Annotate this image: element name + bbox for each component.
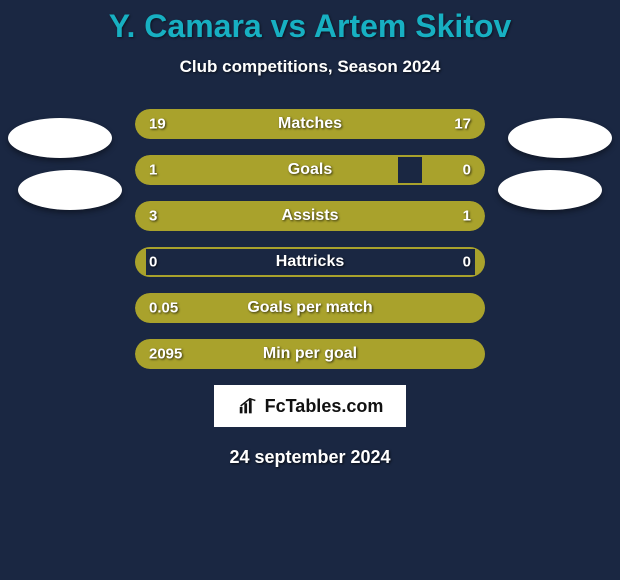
stat-value-left: 1	[149, 162, 157, 179]
bar-right	[475, 293, 486, 323]
stat-row: Min per goal 2095	[135, 339, 485, 369]
stat-value-right: 1	[463, 208, 471, 225]
stat-label: Matches	[278, 115, 342, 133]
source-logo: FcTables.com	[214, 385, 406, 427]
bar-right	[422, 155, 485, 185]
stat-row: Goals 1 0	[135, 155, 485, 185]
bar-right	[398, 201, 486, 231]
bar-mid	[398, 155, 423, 185]
bar-left	[135, 155, 398, 185]
comparison-card: Y. Camara vs Artem Skitov Club competiti…	[0, 0, 620, 580]
stat-value-left: 19	[149, 116, 166, 133]
stat-row: Hattricks 0 0	[135, 247, 485, 277]
stat-value-right: 0	[463, 162, 471, 179]
stat-row: Matches 19 17	[135, 109, 485, 139]
stat-label: Goals	[288, 161, 332, 179]
stat-value-left: 2095	[149, 346, 182, 363]
date-label: 24 september 2024	[0, 447, 620, 468]
page-title: Y. Camara vs Artem Skitov	[0, 8, 620, 45]
player-right-avatar	[508, 118, 612, 158]
logo-text: FcTables.com	[265, 396, 384, 417]
stat-value-right: 0	[463, 254, 471, 271]
stat-value-right: 17	[454, 116, 471, 133]
bar-left	[135, 247, 146, 277]
stat-label: Hattricks	[276, 253, 344, 271]
stat-label: Goals per match	[247, 299, 372, 317]
stat-row: Goals per match 0.05	[135, 293, 485, 323]
team-left-avatar	[18, 170, 122, 210]
stat-value-left: 0	[149, 254, 157, 271]
bar-right	[475, 339, 486, 369]
stats-container: Matches1917Goals10Assists31Hattricks00Go…	[135, 109, 485, 369]
stat-row: Assists 3 1	[135, 201, 485, 231]
subtitle: Club competitions, Season 2024	[0, 57, 620, 77]
team-right-avatar	[498, 170, 602, 210]
stat-value-left: 0.05	[149, 300, 178, 317]
stat-label: Min per goal	[263, 345, 357, 363]
stat-value-left: 3	[149, 208, 157, 225]
chart-icon	[237, 395, 259, 417]
stat-label: Assists	[282, 207, 339, 225]
bar-left	[135, 201, 398, 231]
player-left-avatar	[8, 118, 112, 158]
bar-right	[475, 247, 486, 277]
